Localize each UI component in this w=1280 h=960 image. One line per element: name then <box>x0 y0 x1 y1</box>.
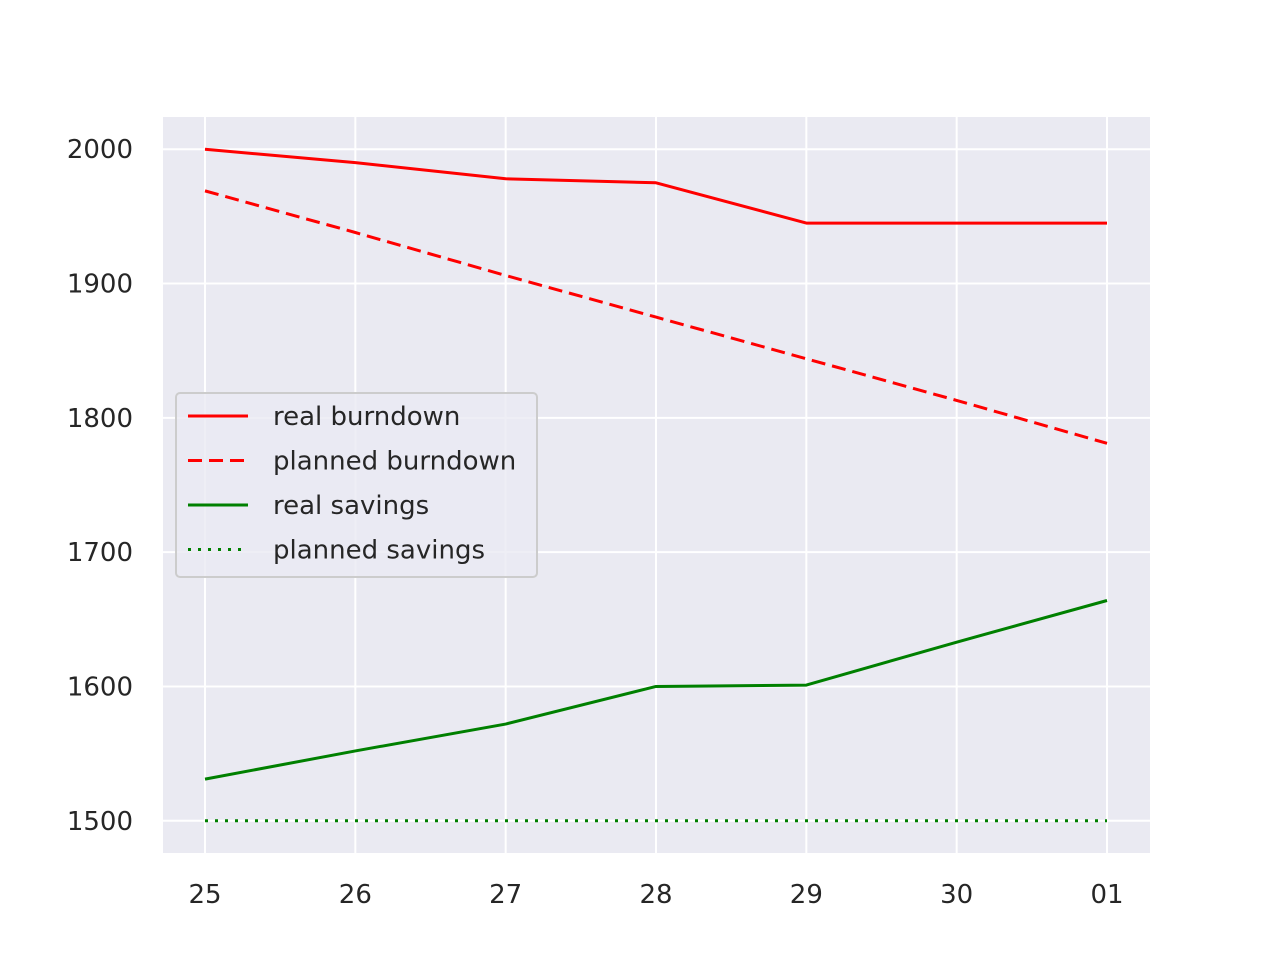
x-tick-label: 01 <box>1090 880 1123 910</box>
legend-label: real burndown <box>273 402 460 432</box>
x-tick-label: 27 <box>489 880 522 910</box>
y-tick-label: 2000 <box>67 135 133 165</box>
y-tick-label: 1900 <box>67 270 133 300</box>
legend-label: planned savings <box>273 536 485 566</box>
series-line-real-burndown <box>204 147 1107 225</box>
y-tick-label: 1500 <box>67 807 133 837</box>
x-axis-ticks: 25 26 27 28 29 30 01 <box>188 880 1123 910</box>
series-line-planned-burndown <box>204 189 1108 445</box>
legend: real burndown planned burndown real saving… <box>175 392 538 578</box>
x-tick-label: 30 <box>940 880 973 910</box>
y-axis-ticks: 1500 1600 1700 1800 1900 2000 <box>67 135 133 837</box>
y-tick-label: 1600 <box>67 672 133 702</box>
y-tick-label: 1700 <box>67 538 133 568</box>
y-tick-label: 1800 <box>67 404 133 434</box>
x-tick-label: 25 <box>188 880 221 910</box>
x-tick-label: 28 <box>639 880 672 910</box>
series-line-real-savings <box>204 599 1108 781</box>
legend-box <box>175 392 538 578</box>
series-lines <box>204 147 1108 823</box>
x-tick-label: 29 <box>790 880 823 910</box>
legend-label: real savings <box>273 491 429 521</box>
x-tick-label: 26 <box>339 880 372 910</box>
legend-label: planned burndown <box>273 447 516 477</box>
